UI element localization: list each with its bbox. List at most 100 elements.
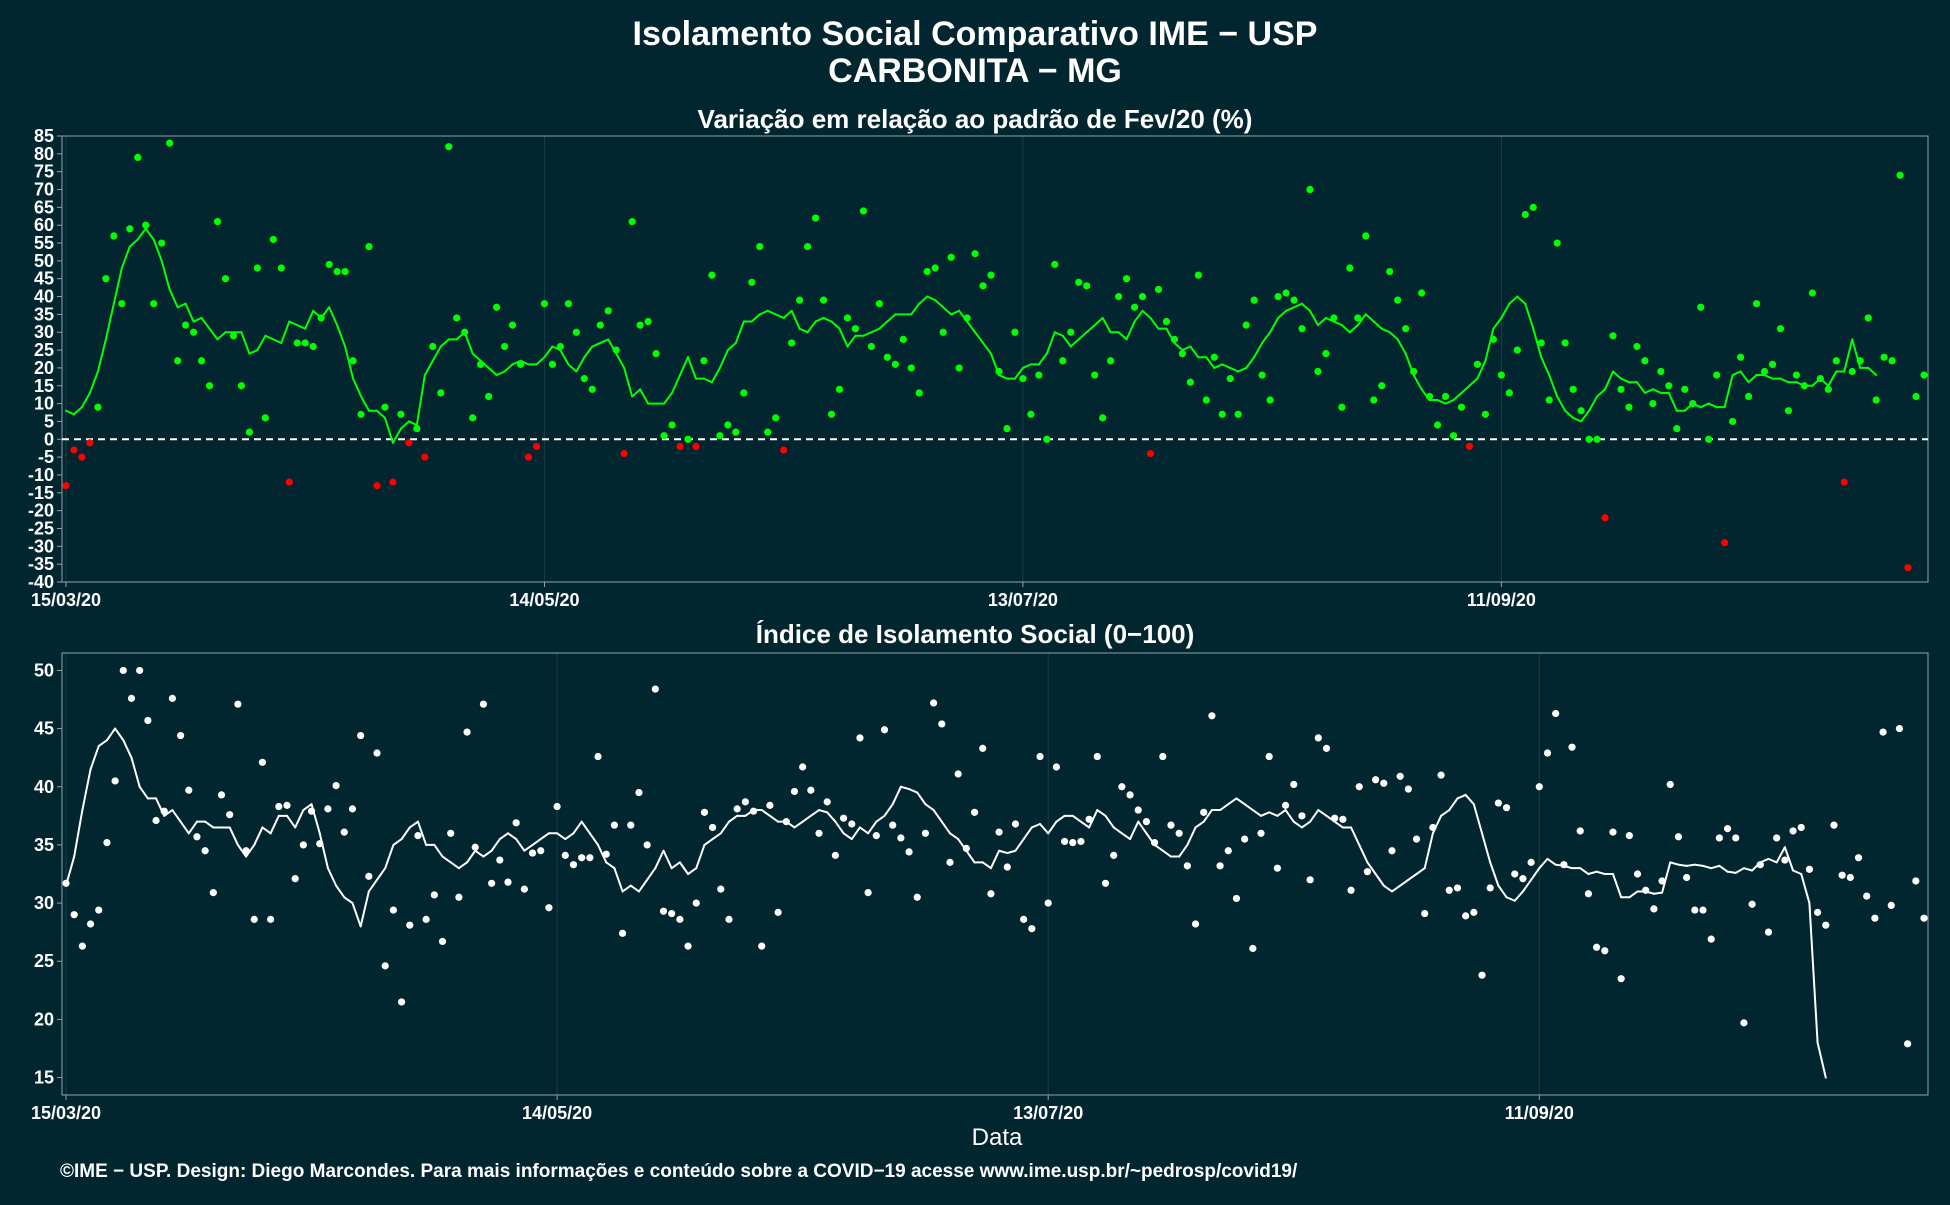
moving-average-segment — [910, 302, 921, 316]
daily-point — [381, 962, 389, 970]
moving-average-segment — [858, 826, 870, 835]
daily-point — [1186, 378, 1194, 386]
moving-average-segment — [152, 238, 163, 262]
daily-point — [823, 798, 831, 806]
daily-point — [1617, 385, 1625, 393]
moving-average-segment — [1635, 381, 1646, 394]
moving-average-segment — [1181, 345, 1192, 352]
moving-average-segment — [1472, 803, 1484, 835]
daily-point — [152, 816, 160, 825]
moving-average-segment — [942, 306, 953, 316]
daily-point — [136, 666, 144, 675]
daily-point — [1797, 823, 1805, 832]
moving-average-segment — [326, 867, 338, 887]
daily-point — [1396, 772, 1404, 780]
daily-point — [1043, 435, 1051, 443]
moving-average-segment — [1333, 820, 1344, 829]
moving-average-segment — [1309, 809, 1320, 823]
moving-average-segment — [1039, 822, 1050, 835]
daily-point — [205, 382, 214, 390]
daily-point — [1394, 296, 1402, 304]
moving-average-segment — [718, 349, 729, 369]
moving-average-segment — [1505, 896, 1516, 902]
daily-point — [1896, 171, 1904, 179]
daily-point — [764, 428, 772, 436]
moving-average-segment — [1747, 374, 1758, 384]
moving-average-segment — [1726, 870, 1737, 874]
moving-average-segment — [1112, 826, 1123, 835]
daily-point — [995, 367, 1003, 376]
moving-average-segment — [750, 313, 761, 323]
moving-average-segment — [1596, 388, 1607, 398]
daily-point — [811, 214, 820, 222]
daily-point — [422, 915, 430, 923]
figure-title-line2: CARBONITA − MG — [828, 52, 1122, 90]
daily-point — [1543, 749, 1552, 757]
moving-average-segment — [1710, 864, 1721, 870]
moving-average-segment — [248, 349, 259, 355]
daily-point — [1298, 812, 1306, 820]
daily-point — [1200, 808, 1208, 816]
moving-average-segment — [184, 302, 195, 323]
moving-average-segment — [623, 366, 634, 398]
daily-point — [1421, 909, 1429, 918]
moving-average-segment — [384, 843, 395, 870]
daily-point — [1249, 944, 1257, 953]
moving-average-segment — [1235, 797, 1246, 806]
moving-average-segment — [1374, 873, 1385, 887]
daily-point — [859, 207, 868, 215]
moving-average-segment — [1643, 388, 1654, 394]
moving-average-segment — [774, 313, 785, 319]
daily-point — [1904, 564, 1912, 572]
daily-point — [1830, 821, 1838, 829]
daily-point — [1625, 403, 1633, 411]
moving-average-segment — [171, 809, 182, 823]
moving-average-segment — [830, 320, 841, 330]
daily-point — [548, 360, 557, 368]
moving-average-segment — [1104, 814, 1115, 829]
daily-point — [749, 807, 758, 815]
moving-average-segment — [523, 843, 534, 852]
moving-average-segment — [818, 809, 829, 814]
daily-point — [1699, 906, 1707, 914]
daily-point — [1744, 392, 1753, 401]
daily-point — [923, 267, 931, 276]
y-tick-label: -20 — [28, 501, 54, 521]
daily-point — [1657, 367, 1665, 376]
moving-average-segment — [1205, 356, 1216, 369]
daily-point — [947, 253, 955, 261]
daily-point — [1077, 837, 1085, 846]
daily-point — [1740, 1019, 1748, 1027]
moving-average-segment — [408, 820, 419, 829]
daily-point — [1665, 382, 1673, 390]
daily-point — [556, 342, 565, 351]
daily-point — [357, 410, 365, 418]
daily-point — [1402, 325, 1410, 333]
daily-point — [955, 364, 963, 372]
daily-point — [1126, 791, 1134, 799]
daily-point — [469, 414, 477, 422]
moving-average-segment — [1047, 820, 1058, 835]
moving-average-segment — [105, 727, 117, 742]
moving-average-segment — [503, 363, 514, 373]
moving-average-segment — [572, 820, 583, 835]
daily-point — [692, 899, 700, 907]
daily-point — [1713, 371, 1721, 379]
daily-point — [293, 339, 301, 347]
moving-average-segment — [834, 820, 845, 835]
daily-point — [1553, 239, 1561, 247]
daily-point — [1789, 827, 1797, 835]
x-tick-label: 11/09/20 — [1467, 590, 1536, 610]
daily-point — [644, 317, 652, 326]
moving-average-segment — [112, 267, 123, 305]
daily-point — [561, 851, 569, 859]
moving-average-segment — [631, 388, 642, 398]
moving-average-segment — [1436, 399, 1447, 405]
daily-point — [596, 321, 604, 329]
daily-point — [1633, 870, 1642, 878]
moving-average-segment — [1546, 857, 1557, 866]
daily-point — [875, 300, 883, 308]
daily-point — [275, 802, 283, 811]
moving-average-segment — [846, 334, 857, 348]
moving-average-segment — [899, 785, 911, 791]
